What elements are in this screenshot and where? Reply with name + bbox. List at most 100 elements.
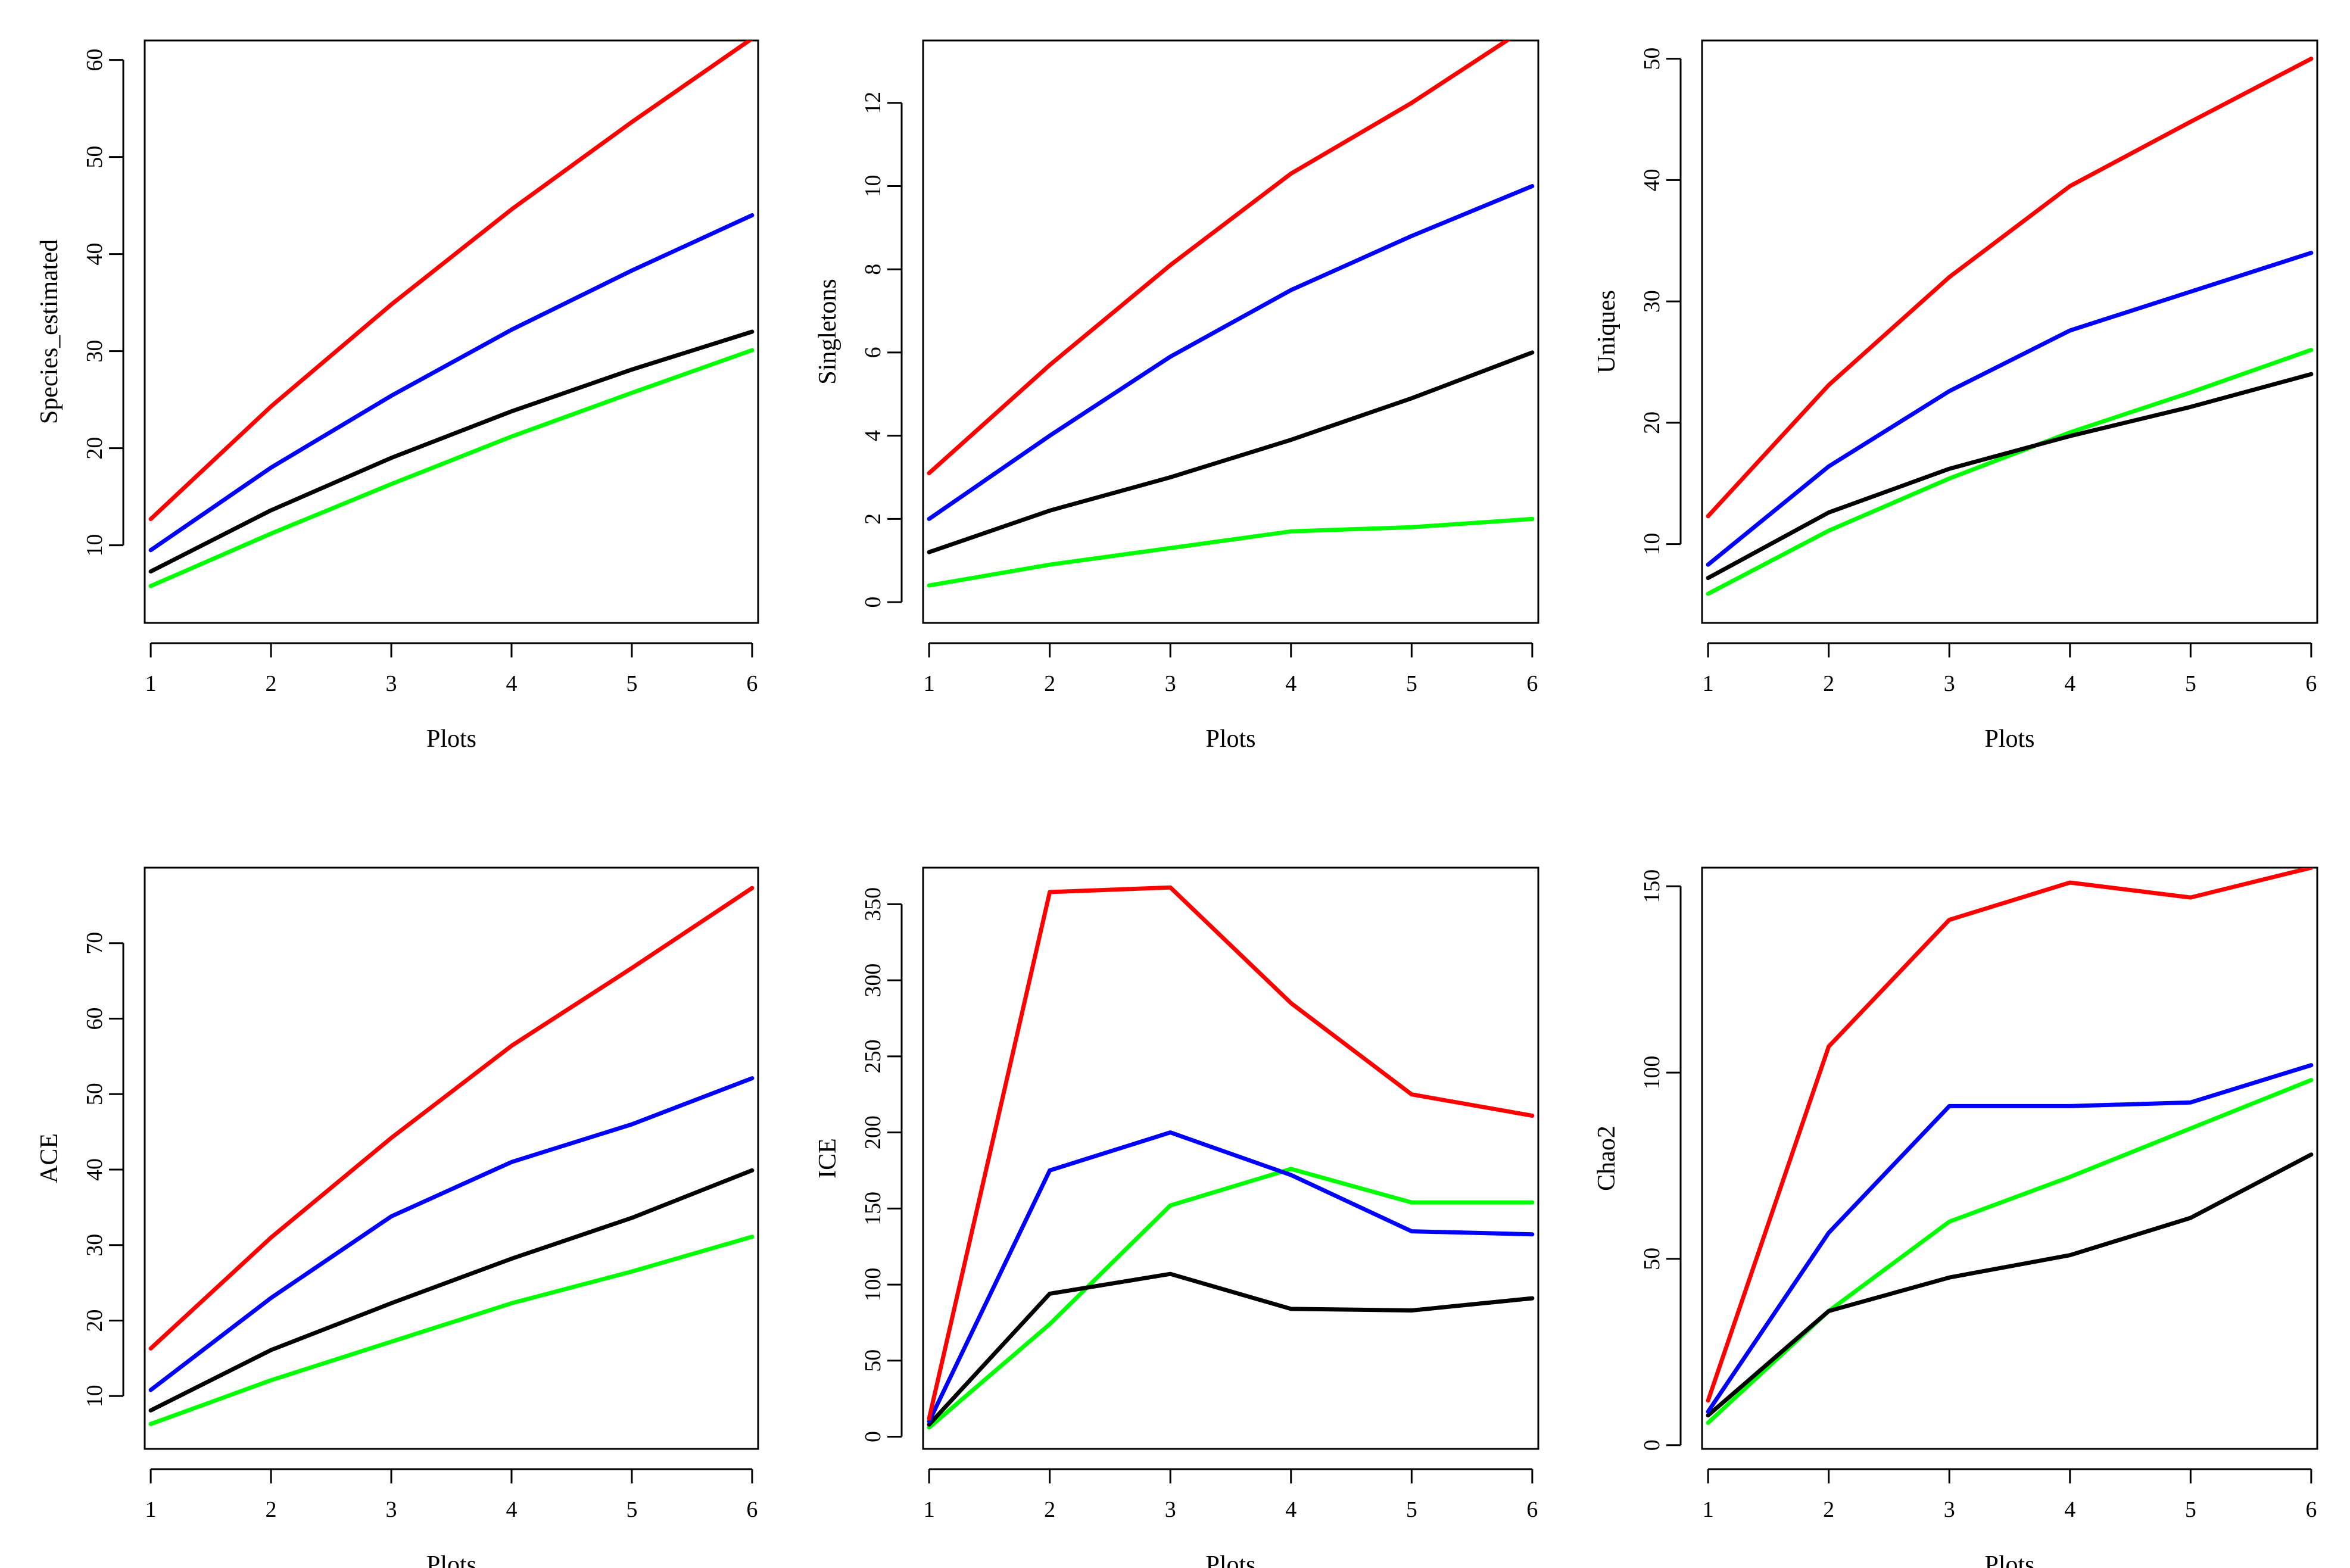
chart-panel-ice: 1 2 3 4 5 6 0 50 100 150 200 250 300 350 Plots ICE (814, 866, 1539, 1568)
x-tick-label: 4 (1285, 1497, 1296, 1522)
x-tick-label: 5 (626, 671, 637, 696)
y-tick-label: 30 (1640, 290, 1665, 313)
series-line-black (927, 1271, 1535, 1427)
x-tick-label: 4 (2064, 1497, 2075, 1522)
series-line-red (1706, 57, 2314, 519)
plot-frame (1701, 866, 2318, 1450)
chart-panel-ace: 1 2 3 4 5 6 10 20 30 40 50 60 70 Plots ACE (36, 866, 759, 1568)
y-tick-label: 50 (1640, 1248, 1665, 1270)
x-tick-label: 4 (1285, 671, 1296, 696)
y-tick-label: 40 (82, 243, 107, 266)
x-tick-label: 6 (746, 1497, 758, 1522)
x-axis-title: Plots (1984, 725, 2034, 753)
x-axis-title: Plots (1984, 1551, 2034, 1568)
x-tick-label: 1 (145, 671, 157, 696)
series-line-black (1706, 1152, 2314, 1418)
y-axis-title: Uniques (1593, 290, 1620, 373)
x-tick-label: 1 (924, 671, 935, 696)
series-line-blue (1706, 1063, 2314, 1414)
series-line-black (927, 350, 1535, 554)
x-tick-label: 3 (386, 1497, 397, 1522)
x-tick-label: 2 (266, 671, 277, 696)
series-line-green (927, 516, 1535, 588)
y-tick-label: 10 (82, 534, 107, 557)
plot-frame (144, 39, 759, 624)
chart-panel-species-estimated: 1 2 3 4 5 6 10 20 30 40 50 60 Plots Species_estimated (36, 39, 759, 753)
y-tick-label: 50 (1640, 48, 1665, 70)
y-axis-title: ICE (814, 1138, 841, 1179)
x-tick-label: 1 (145, 1497, 157, 1522)
y-tick-label: 350 (861, 887, 886, 921)
x-tick-label: 2 (266, 1497, 277, 1522)
plot-frame (1701, 39, 2318, 624)
series-line-blue (148, 213, 755, 553)
x-tick-label: 3 (1944, 1497, 1955, 1522)
y-tick-label: 20 (82, 1310, 107, 1332)
series-line-blue (1706, 251, 2314, 567)
x-tick-label: 1 (1703, 1497, 1714, 1522)
y-tick-label: 40 (82, 1158, 107, 1181)
y-tick-label: 150 (1640, 869, 1665, 903)
plot-frame (922, 39, 1539, 624)
x-tick-label: 3 (386, 671, 397, 696)
y-tick-label: 30 (82, 340, 107, 363)
chart-panel-chao2: 1 2 3 4 5 6 0 50 100 150 Plots Chao2 (1593, 866, 2318, 1568)
series-line-blue (927, 1130, 1535, 1424)
y-tick-label: 20 (82, 437, 107, 460)
series-line-red (148, 886, 755, 1351)
series-line-blue (927, 184, 1535, 521)
series-line-black (1706, 372, 2314, 581)
series-line-green (1706, 348, 2314, 596)
x-tick-label: 5 (1406, 1497, 1417, 1522)
y-tick-label: 50 (861, 1349, 886, 1372)
series-line-green (927, 1167, 1535, 1430)
x-axis-title: Plots (1205, 1551, 1255, 1568)
y-tick-label: 50 (82, 146, 107, 169)
x-tick-label: 2 (1044, 1497, 1055, 1522)
y-tick-label: 100 (861, 1268, 886, 1302)
x-tick-label: 3 (1944, 671, 1955, 696)
x-tick-label: 4 (506, 671, 517, 696)
y-tick-label: 10 (1640, 533, 1665, 556)
y-tick-label: 10 (82, 1385, 107, 1407)
x-tick-label: 4 (506, 1497, 517, 1522)
x-tick-label: 2 (1044, 671, 1055, 696)
y-axis-title: Species_estimated (36, 239, 63, 424)
y-tick-label: 12 (861, 92, 886, 114)
x-tick-label: 6 (746, 671, 758, 696)
x-tick-label: 6 (1526, 671, 1538, 696)
y-tick-label: 4 (861, 430, 886, 441)
y-tick-label: 30 (82, 1234, 107, 1257)
x-tick-label: 6 (1526, 1497, 1538, 1522)
x-axis-title: Plots (426, 725, 476, 753)
x-tick-label: 5 (626, 1497, 637, 1522)
y-tick-label: 250 (861, 1039, 886, 1073)
y-tick-label: 8 (861, 264, 886, 275)
x-tick-label: 6 (2305, 671, 2317, 696)
y-tick-label: 10 (861, 175, 886, 198)
y-tick-label: 60 (82, 49, 107, 71)
chart-panel-uniques: 1 2 3 4 5 6 10 20 30 40 50 Plots Uniques (1593, 39, 2318, 753)
series-line-black (148, 1168, 755, 1413)
y-axis-title: Chao2 (1593, 1126, 1620, 1191)
x-tick-label: 4 (2064, 671, 2075, 696)
series-line-black (148, 329, 755, 574)
x-tick-label: 5 (1406, 671, 1417, 696)
y-tick-label: 150 (861, 1192, 886, 1226)
x-tick-label: 5 (2185, 1497, 2196, 1522)
y-tick-label: 0 (861, 1431, 886, 1442)
y-tick-label: 2 (861, 513, 886, 525)
x-tick-label: 5 (2185, 671, 2196, 696)
x-tick-label: 3 (1165, 1497, 1176, 1522)
y-tick-label: 40 (1640, 169, 1665, 191)
y-tick-label: 200 (861, 1115, 886, 1149)
series-line-green (148, 1235, 755, 1426)
series-line-red (148, 40, 753, 522)
y-tick-label: 60 (82, 1008, 107, 1030)
x-tick-label: 1 (924, 1497, 935, 1522)
x-axis-title: Plots (1205, 725, 1255, 753)
x-axis-title: Plots (426, 1551, 476, 1568)
x-tick-label: 1 (1703, 671, 1714, 696)
